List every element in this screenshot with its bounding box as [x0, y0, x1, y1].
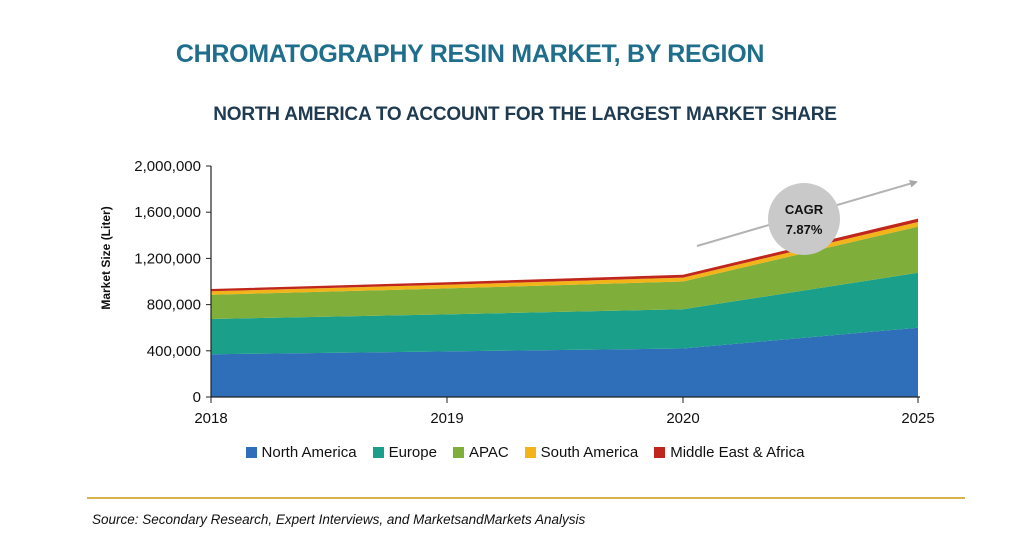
axes: 0 400,000 800,000 1,200,000 1,600,000 2,000,0… [99, 158, 935, 427]
cagr-annotation: CAGR 7.87% [696, 179, 918, 255]
source-divider [87, 497, 965, 499]
x-tick-label: 2019 [430, 410, 463, 427]
chart-subtitle: NORTH AMERICA TO ACCOUNT FOR THE LARGEST… [213, 104, 837, 125]
area-europe [211, 272, 918, 355]
legend-item: South America [524, 444, 639, 461]
legend-swatch [654, 447, 666, 458]
area-north-america [211, 327, 918, 397]
legend-item: APAC [452, 444, 509, 461]
chart-title: CHROMATOGRAPHY RESIN MARKET, BY REGION [175, 40, 765, 68]
area-middle-east-africa [211, 218, 918, 292]
legend-label: North America [261, 444, 357, 461]
legend-item: Middle East & Africa [654, 444, 804, 461]
source-note: Source: Secondary Research, Expert Inter… [92, 512, 586, 527]
stacked-areas [211, 218, 918, 397]
legend-label: South America [540, 444, 639, 461]
legend-swatch [372, 447, 384, 458]
area-south-america [211, 222, 918, 295]
cagr-label: CAGR [785, 202, 824, 217]
cagr-bubble [768, 183, 840, 255]
area-apac [211, 226, 918, 319]
legend-swatch [452, 447, 464, 458]
legend-label: APAC [468, 444, 509, 461]
legend-label: Middle East & Africa [670, 444, 805, 461]
legend-label: Europe [388, 444, 437, 461]
legend-swatch [245, 447, 257, 458]
legend-item: North America [245, 444, 357, 461]
y-tick-label: 2,000,000 [134, 158, 201, 175]
cagr-value: 7.87% [786, 222, 823, 237]
y-tick-label: 400,000 [147, 343, 201, 360]
y-tick-label: 1,200,000 [134, 250, 201, 267]
y-tick-label: 1,600,000 [134, 204, 201, 221]
legend-swatch [524, 447, 536, 458]
x-tick-label: 2020 [666, 410, 699, 427]
legend: North America Europe APAC South America Midd… [0, 444, 1024, 461]
x-tick-label: 2018 [194, 410, 227, 427]
legend-item: Europe [372, 444, 437, 461]
y-tick-label: 0 [193, 389, 201, 406]
y-axis-title: Market Size (Liter) [99, 206, 113, 309]
y-tick-label: 800,000 [147, 297, 201, 314]
x-tick-label: 2025 [901, 410, 934, 427]
